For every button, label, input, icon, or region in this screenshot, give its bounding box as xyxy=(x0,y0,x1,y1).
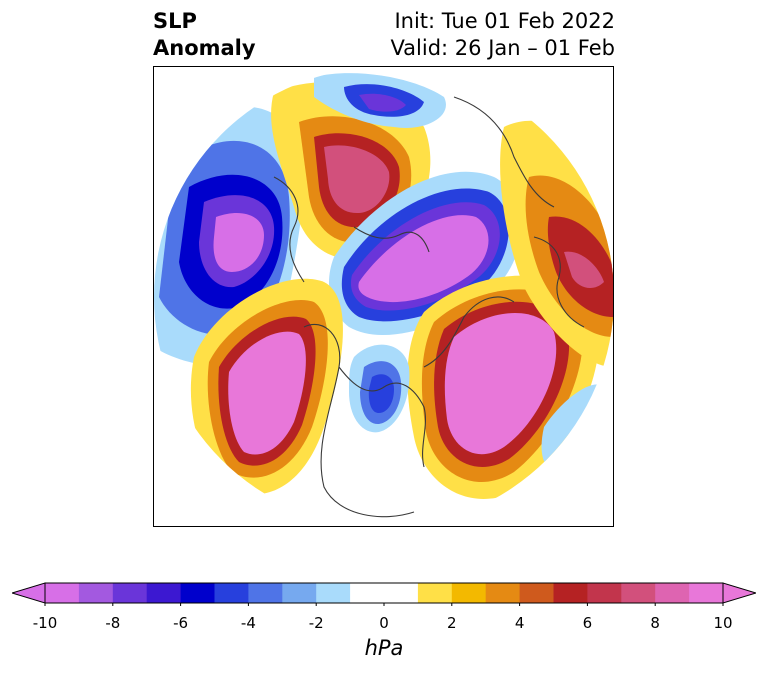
colorbar-tick-label: 10 xyxy=(713,614,733,632)
coastlines xyxy=(273,96,585,518)
colorbar-segment xyxy=(45,583,80,603)
colorbar-tick-label: -4 xyxy=(240,614,256,632)
colorbar-tick-label: 0 xyxy=(379,614,389,632)
colorbar-segment xyxy=(282,583,317,603)
colorbar-segment xyxy=(316,583,351,603)
colorbar-segment xyxy=(485,583,521,603)
colorbar-segment xyxy=(519,583,554,603)
colorbar-tick-label: -10 xyxy=(32,614,58,632)
colorbar-segment xyxy=(350,583,385,603)
colorbar-tick-label: 6 xyxy=(582,614,593,632)
colorbar-segment xyxy=(384,583,419,603)
title-slp: SLP xyxy=(153,9,197,33)
init-date: Init: Tue 01 Feb 2022 xyxy=(394,9,615,33)
colorbar-segment xyxy=(78,583,114,603)
north-low xyxy=(314,73,446,128)
colorbar-segment xyxy=(451,583,487,603)
title-anomaly: Anomaly xyxy=(153,36,256,60)
colorbar-segment xyxy=(180,583,215,603)
colorbar-segment xyxy=(689,583,724,603)
colorbar-segment xyxy=(587,583,622,603)
colorbar-extend-high xyxy=(722,582,756,604)
title-right: Init: Tue 01 Feb 2022 Valid: 26 Jan – 01 … xyxy=(390,8,615,62)
colorbar-segment xyxy=(417,583,453,603)
colorbar-tick-label: 2 xyxy=(447,614,457,632)
north-atlantic-high xyxy=(407,275,600,499)
title-left: SLP Anomaly xyxy=(153,8,256,62)
colorbar-tick-label: -8 xyxy=(105,614,121,632)
valid-range: Valid: 26 Jan – 01 Feb xyxy=(390,36,615,60)
colorbar-segment xyxy=(112,583,148,603)
colorbar-segment xyxy=(621,583,656,603)
colorbar-segment xyxy=(214,583,249,603)
unit-label: hPa xyxy=(364,636,404,660)
colorbar xyxy=(12,582,756,606)
hudson-bay-low xyxy=(349,344,410,433)
colorbar-segment xyxy=(655,583,690,603)
colorbar-extend-low xyxy=(12,582,46,604)
west-canada-high xyxy=(190,278,343,495)
colorbar-tick-label: -2 xyxy=(308,614,324,632)
colorbar-segment xyxy=(146,583,182,603)
map-panel xyxy=(153,66,614,527)
colorbar-tick-label: 4 xyxy=(514,614,525,632)
colorbar-tick-label: -6 xyxy=(173,614,189,632)
colorbar-segment xyxy=(553,583,588,603)
pacific-low xyxy=(154,106,304,366)
anomaly-map xyxy=(154,73,613,518)
colorbar-tick-label: 8 xyxy=(650,614,660,632)
colorbar-segment xyxy=(248,583,283,603)
